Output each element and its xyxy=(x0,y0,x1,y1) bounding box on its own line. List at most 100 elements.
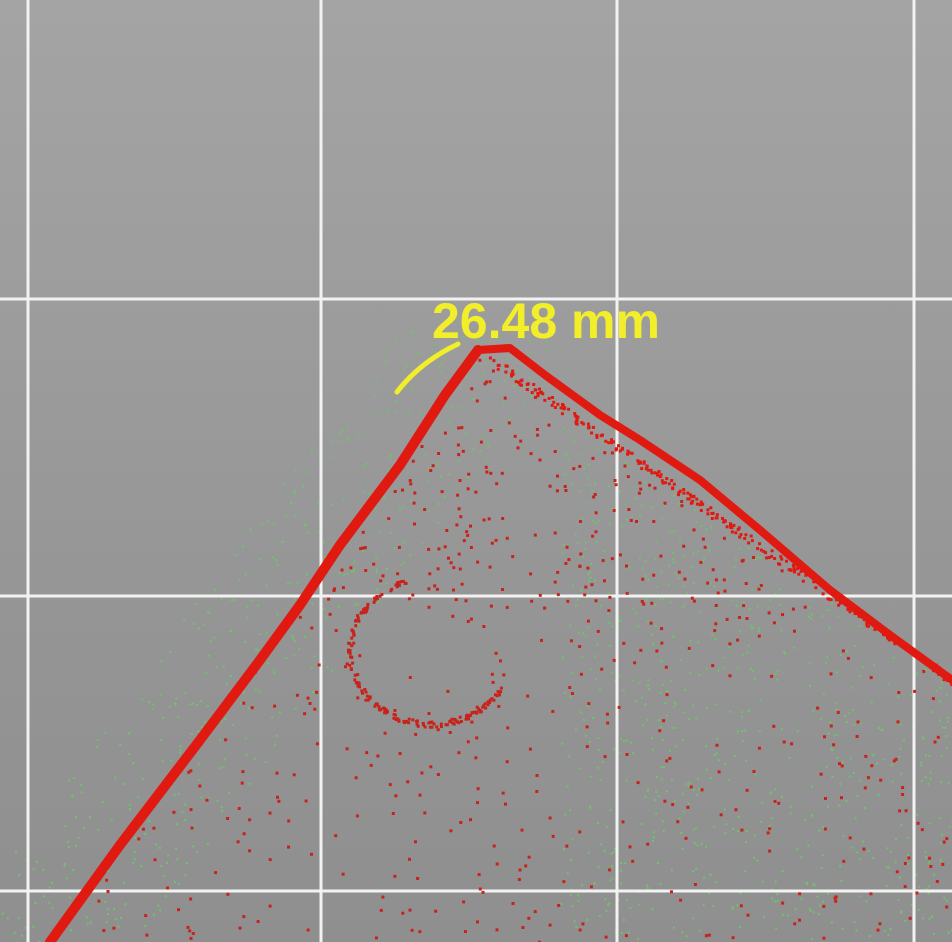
green-point xyxy=(827,805,829,808)
green-point xyxy=(829,721,832,724)
red-point xyxy=(578,830,582,834)
green-point xyxy=(571,483,574,486)
green-point xyxy=(632,679,635,682)
profile-noise-point xyxy=(829,598,833,602)
green-point xyxy=(127,753,130,755)
red-point xyxy=(591,534,595,538)
red-point xyxy=(237,807,241,810)
green-point xyxy=(68,779,71,782)
red-point xyxy=(832,743,836,747)
circle-point xyxy=(365,694,369,698)
green-point xyxy=(756,605,759,608)
green-point xyxy=(529,339,531,342)
profile-noise-point xyxy=(492,359,496,363)
green-point xyxy=(818,829,821,832)
red-point xyxy=(416,877,420,880)
red-point xyxy=(553,450,557,453)
red-point xyxy=(470,720,474,724)
circle-point xyxy=(366,602,370,606)
green-point xyxy=(476,339,479,342)
green-point xyxy=(348,640,351,643)
green-point xyxy=(641,567,644,570)
green-point xyxy=(647,679,650,682)
red-point xyxy=(292,773,296,777)
green-point xyxy=(782,913,785,916)
green-point xyxy=(617,899,620,902)
green-point xyxy=(826,656,828,659)
profile-noise-point xyxy=(797,572,801,576)
green-point xyxy=(925,856,927,859)
red-point xyxy=(640,600,644,603)
profile-noise-point xyxy=(799,569,803,573)
red-point xyxy=(557,904,561,907)
red-point xyxy=(548,484,552,488)
circle-point xyxy=(450,717,454,721)
red-point xyxy=(105,878,109,882)
red-point xyxy=(408,479,412,483)
profile-edge-noise xyxy=(488,356,952,687)
green-point xyxy=(839,783,842,785)
green-point xyxy=(67,846,70,848)
green-point xyxy=(210,640,212,643)
green-point xyxy=(739,926,742,929)
green-point xyxy=(271,716,273,719)
red-point xyxy=(420,771,424,775)
green-point xyxy=(844,715,847,717)
green-point xyxy=(579,711,582,714)
green-point xyxy=(281,541,284,543)
circle-point xyxy=(400,580,404,583)
circle-point xyxy=(486,703,490,707)
red-point xyxy=(466,619,470,623)
green-point xyxy=(654,625,657,627)
profile-noise-point xyxy=(887,638,891,642)
green-point xyxy=(439,475,442,478)
profile-noise-point xyxy=(497,363,501,367)
green-point xyxy=(587,463,590,466)
profile-noise-point xyxy=(935,663,939,667)
red-point xyxy=(627,508,631,511)
red-point xyxy=(214,871,218,875)
profile-noise-point xyxy=(710,512,714,515)
green-point xyxy=(713,585,716,588)
green-point xyxy=(891,780,894,783)
green-point xyxy=(774,673,777,676)
red-point xyxy=(670,890,673,894)
green-point xyxy=(622,740,625,742)
red-point xyxy=(936,735,940,739)
green-point xyxy=(567,459,570,461)
green-point xyxy=(443,495,446,498)
green-point xyxy=(610,852,613,855)
green-point xyxy=(214,588,217,591)
green-point xyxy=(609,644,612,647)
red-point xyxy=(660,627,664,631)
green-point xyxy=(272,522,275,525)
green-point xyxy=(630,741,633,744)
green-point xyxy=(114,776,117,779)
green-point xyxy=(178,882,180,885)
green-point xyxy=(313,655,316,658)
green-point xyxy=(569,624,572,627)
profile-noise-point xyxy=(618,449,622,453)
green-point xyxy=(872,857,875,860)
green-point xyxy=(422,507,424,510)
green-point xyxy=(886,847,889,850)
profile-noise-point xyxy=(884,632,887,636)
profile-noise-point xyxy=(617,444,620,448)
green-point xyxy=(655,776,658,779)
green-point xyxy=(293,492,296,495)
green-point xyxy=(204,720,207,723)
red-point xyxy=(379,579,383,583)
green-point xyxy=(697,641,700,644)
green-point-cloud xyxy=(1,330,952,942)
profile-noise-point xyxy=(636,459,640,463)
red-point xyxy=(931,697,935,701)
green-point xyxy=(830,747,833,750)
red-point xyxy=(327,597,331,601)
green-point xyxy=(710,526,713,529)
red-point xyxy=(822,904,826,908)
profile-noise-point xyxy=(729,525,733,529)
profile-noise-point xyxy=(532,383,536,386)
green-point xyxy=(753,834,756,837)
red-point xyxy=(437,547,441,551)
